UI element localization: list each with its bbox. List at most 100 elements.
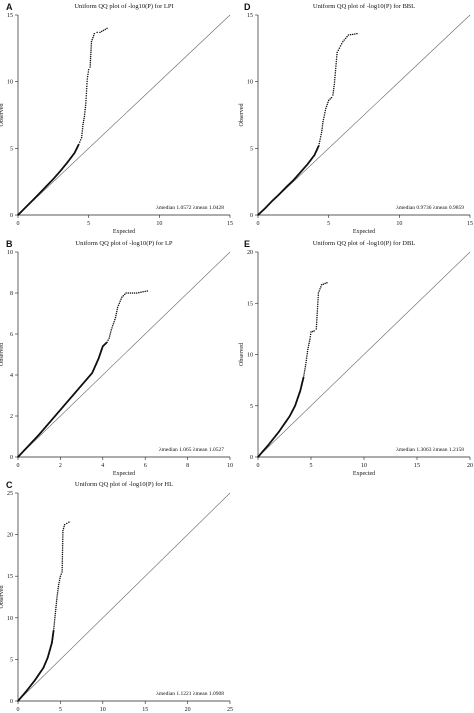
data-point	[62, 536, 64, 538]
data-point	[318, 290, 320, 292]
y-tick-label: 15	[247, 301, 253, 307]
data-point	[315, 325, 318, 328]
data-point	[333, 83, 336, 86]
data-point	[346, 35, 348, 38]
data-point	[308, 340, 311, 342]
data-point	[334, 74, 336, 76]
data-point	[316, 319, 318, 321]
data-point	[108, 335, 111, 337]
reference-line	[17, 14, 231, 216]
data-point	[317, 296, 319, 299]
data-point	[336, 53, 338, 56]
data-point	[131, 292, 134, 294]
data-point	[79, 139, 82, 141]
data-point	[86, 85, 88, 87]
data-point	[322, 118, 325, 121]
y-tick-label: 0	[10, 455, 13, 461]
lambda-stats: λmedian 1.065 λmean 1.0527	[159, 447, 224, 453]
data-point	[54, 608, 57, 611]
data-point	[317, 303, 319, 305]
data-point	[61, 555, 64, 558]
y-tick-label: 0	[10, 213, 13, 219]
data-point	[114, 316, 117, 319]
data-point	[333, 79, 336, 81]
y-tick-label: 10	[7, 616, 13, 622]
data-point	[347, 34, 350, 36]
chart-title: Uniform QQ plot of -log10(P) for BBL	[313, 3, 415, 10]
data-point	[309, 335, 312, 338]
data-point	[308, 342, 310, 344]
data-point	[306, 353, 308, 355]
data-point	[84, 111, 86, 113]
data-point	[87, 68, 90, 71]
data-point	[315, 321, 318, 323]
data-point	[317, 298, 319, 301]
x-tick-label: 4	[101, 463, 104, 469]
data-point	[316, 305, 319, 308]
data-point	[61, 558, 64, 560]
x-tick-label: 15	[467, 221, 473, 227]
chart-title: Uniform QQ plot of -log10(P) for LPI	[74, 3, 173, 10]
data-point	[61, 547, 64, 549]
x-tick-label: 15	[227, 221, 233, 227]
data-point	[85, 97, 87, 99]
data-point	[303, 374, 305, 376]
data-point	[89, 64, 91, 66]
data-point	[316, 312, 318, 314]
data-point	[307, 346, 309, 349]
chart-title: Uniform QQ plot of -log10(P) for LP	[75, 240, 173, 247]
y-tick-label: 10	[7, 80, 13, 86]
data-point	[315, 323, 318, 326]
x-tick-label: 25	[227, 707, 233, 713]
data-point	[306, 355, 308, 357]
data-point	[82, 123, 84, 126]
observed-points	[17, 27, 108, 216]
data-point	[138, 291, 140, 294]
data-point	[311, 330, 314, 333]
x-tick-label: 10	[361, 463, 367, 469]
data-point	[81, 132, 83, 134]
data-point	[106, 341, 108, 343]
data-point	[61, 545, 64, 547]
data-point	[332, 92, 334, 94]
y-tick-label: 10	[247, 353, 253, 359]
observed-points	[257, 32, 358, 216]
data-point	[111, 327, 113, 329]
data-point	[323, 114, 326, 116]
data-point	[332, 94, 334, 96]
y-tick-label: 0	[250, 213, 253, 219]
data-point	[321, 127, 323, 129]
data-point	[61, 566, 63, 569]
data-point	[127, 292, 129, 294]
data-point	[86, 78, 88, 80]
y-tick-label: 15	[247, 13, 253, 19]
data-point	[53, 627, 55, 629]
data-point	[106, 27, 108, 30]
data-point	[85, 87, 88, 90]
data-point	[61, 540, 64, 543]
data-point	[85, 92, 88, 95]
data-point	[90, 40, 93, 43]
data-point	[323, 116, 325, 118]
y-tick-label: 5	[10, 146, 13, 152]
qq-panel-e: E Uniform QQ plot of -log10(P) for DBL 0 5 1…	[239, 239, 473, 477]
data-point	[117, 304, 120, 307]
data-point	[113, 320, 115, 323]
data-point	[302, 376, 305, 378]
data-point	[319, 138, 321, 140]
x-tick-label: 0	[17, 463, 20, 469]
data-point	[107, 339, 109, 341]
data-point	[326, 103, 328, 106]
data-point	[66, 522, 68, 525]
data-point	[327, 101, 329, 104]
y-tick-label: 10	[7, 250, 13, 256]
x-tick-label: 10	[396, 221, 402, 227]
data-point	[135, 292, 138, 294]
y-tick-label: 0	[10, 699, 13, 705]
data-point	[82, 121, 85, 124]
data-point	[90, 45, 93, 47]
data-point	[320, 284, 323, 286]
data-point	[99, 31, 101, 34]
data-point	[356, 32, 358, 35]
data-point	[81, 134, 83, 137]
